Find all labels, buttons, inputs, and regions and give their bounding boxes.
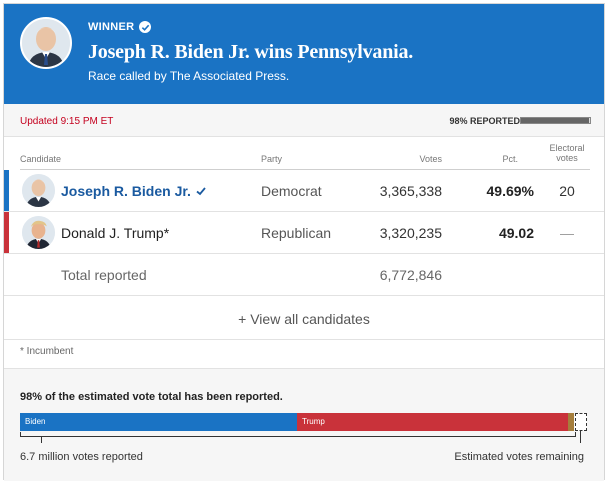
- col-header-votes: Votes: [419, 154, 442, 164]
- vote-share-bar: Biden Trump: [20, 413, 574, 431]
- col-header-candidate: Candidate: [20, 154, 62, 164]
- trump-thumbnail: [22, 216, 55, 249]
- vote-count: 3,365,338: [379, 183, 442, 199]
- remaining-votes-box: [575, 413, 587, 431]
- votes-remaining-caption: Estimated votes remaining: [454, 451, 584, 463]
- biden-avatar: [20, 17, 72, 69]
- party-name: Republican: [261, 225, 332, 241]
- bar-segment-biden: Biden: [20, 413, 297, 431]
- votes-reported-caption: 6.7 million votes reported: [20, 451, 143, 463]
- party-name: Democrat: [261, 183, 322, 199]
- candidate-row-biden[interactable]: Joseph R. Biden Jr. Democrat 3,365,338 4…: [4, 170, 604, 212]
- verified-check-icon: [139, 21, 152, 33]
- electoral-votes: 20: [559, 183, 575, 199]
- vote-percent: 49.02: [498, 225, 534, 241]
- estimated-vote-section: 98% of the estimated vote total has been…: [4, 368, 604, 481]
- vote-count: 3,320,235: [379, 225, 442, 241]
- total-votes: 6,772,846: [379, 267, 442, 283]
- race-call-source: Race called by The Associated Press.: [88, 69, 290, 83]
- reported-progress-fill: [521, 118, 589, 123]
- candidate-name-biden: Joseph R. Biden Jr.: [61, 183, 207, 199]
- candidate-row-trump[interactable]: Donald J. Trump* Republican 3,320,235 49…: [4, 212, 604, 254]
- reported-bracket: [20, 432, 576, 437]
- results-widget: WINNER Joseph R. Biden Jr. wins Pennsylv…: [3, 3, 605, 481]
- remaining-tick: [580, 431, 581, 443]
- candidate-name: Joseph R. Biden Jr.: [61, 183, 191, 199]
- winner-label: WINNER: [88, 21, 135, 33]
- party-color-stripe: [4, 212, 9, 253]
- candidate-name-trump: Donald J. Trump*: [61, 225, 169, 241]
- bar-segment-trump: Trump: [297, 413, 569, 431]
- view-all-candidates-button[interactable]: + View all candidates: [4, 296, 604, 340]
- total-reported-row: Total reported 6,772,846: [4, 254, 604, 296]
- col-header-electoral: Electoral votes: [549, 143, 585, 163]
- vote-percent: 49.69%: [486, 183, 534, 199]
- updated-time: Updated 9:15 PM ET: [20, 116, 114, 127]
- winner-banner: WINNER Joseph R. Biden Jr. wins Pennsylv…: [4, 4, 604, 104]
- reported-tick: [41, 437, 42, 443]
- electoral-votes: —: [560, 225, 574, 241]
- winner-label-row: WINNER: [88, 21, 152, 33]
- party-color-stripe: [4, 170, 9, 211]
- update-status-row: Updated 9:15 PM ET 98% REPORTED: [4, 104, 604, 137]
- col-header-pct: Pct.: [502, 154, 518, 164]
- col-header-party: Party: [261, 154, 283, 164]
- total-label: Total reported: [61, 267, 147, 283]
- reported-label: 98% REPORTED: [449, 116, 520, 126]
- bar-segment-other: [568, 413, 574, 431]
- estimate-title: 98% of the estimated vote total has been…: [20, 391, 283, 403]
- winner-headline: Joseph R. Biden Jr. wins Pennsylvania.: [88, 41, 414, 63]
- candidate-name: Donald J. Trump*: [61, 225, 170, 241]
- biden-thumbnail: [22, 174, 55, 207]
- winner-check-icon: [196, 187, 206, 196]
- header-divider: [20, 169, 590, 170]
- incumbent-footnote: * Incumbent: [20, 346, 74, 357]
- reported-progress-bar: [520, 117, 591, 124]
